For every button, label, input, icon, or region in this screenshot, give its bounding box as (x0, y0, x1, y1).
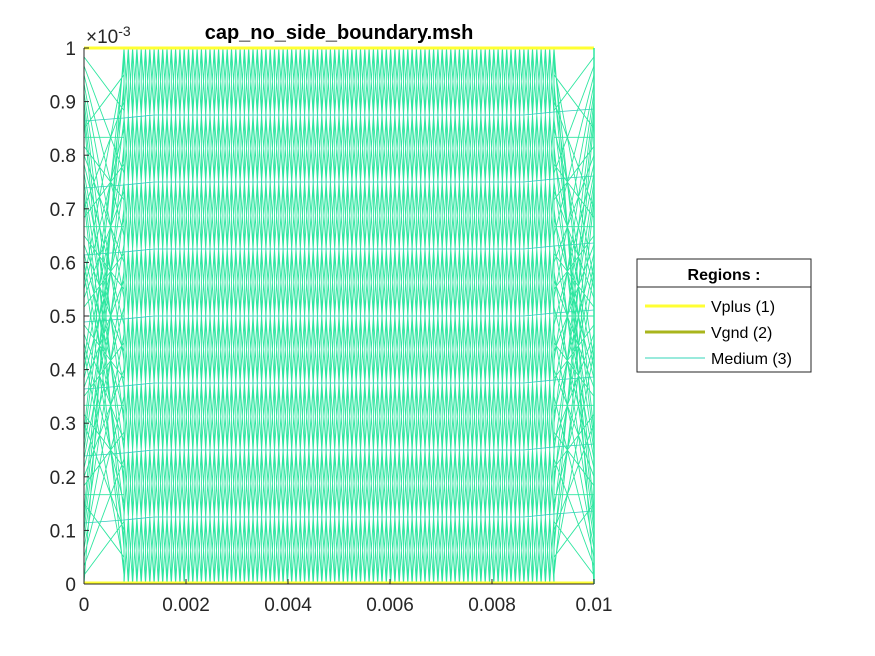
legend-entry-vplus: Vplus (1) (711, 299, 775, 316)
y-tick-label: 0.8 (50, 146, 76, 167)
y-tick-label: 0.7 (50, 200, 76, 221)
y-axis-ticks: 0 0.1 0.2 0.3 0.4 0.5 0.6 0.7 0.8 0.9 1 (50, 39, 89, 596)
y-exponent-label: ×10-3 (86, 23, 131, 48)
mesh-band (123, 181, 555, 250)
mesh-band (123, 114, 555, 183)
mesh-row-edge (83, 309, 595, 323)
mesh-band (123, 382, 555, 451)
legend-box (636, 258, 812, 373)
x-tick-label: 0.002 (162, 595, 210, 616)
y-tick-label: 0.4 (50, 361, 77, 382)
legend-entry-medium: Medium (3) (711, 351, 792, 368)
y-tick-label: 0.5 (50, 307, 76, 328)
mesh-band (123, 47, 555, 116)
x-tick-label: 0.01 (576, 595, 613, 616)
mesh-row-edge (83, 443, 595, 457)
y-tick-label: 0.2 (50, 468, 76, 489)
x-tick-label: 0 (79, 595, 90, 616)
y-tick-label: 0.1 (50, 521, 76, 542)
mesh-row-edge (83, 175, 595, 189)
legend: Regions : Vplus (1) Vgnd (2) Medium (3) (636, 258, 812, 373)
mesh-band (123, 315, 555, 384)
x-tick-label: 0.004 (264, 595, 312, 616)
y-tick-label: 1 (65, 39, 76, 60)
x-tick-label: 0.008 (468, 595, 516, 616)
chart-title: cap_no_side_boundary.msh (205, 22, 474, 44)
mesh-layer (83, 47, 595, 585)
legend-entry-vgnd: Vgnd (2) (711, 325, 772, 342)
legend-title: Regions : (688, 267, 761, 284)
y-tick-label: 0 (65, 575, 76, 596)
mesh-band (123, 449, 555, 518)
y-tick-label: 0.9 (50, 93, 76, 114)
y-tick-label: 0.6 (50, 253, 76, 274)
mesh-band (123, 516, 555, 585)
mesh-band (123, 248, 555, 317)
x-axis-ticks: 0 0.002 0.004 0.006 0.008 0.01 (79, 579, 613, 616)
y-tick-label: 0.3 (50, 414, 76, 435)
x-tick-label: 0.006 (366, 595, 414, 616)
boundary-layer (84, 46, 595, 585)
